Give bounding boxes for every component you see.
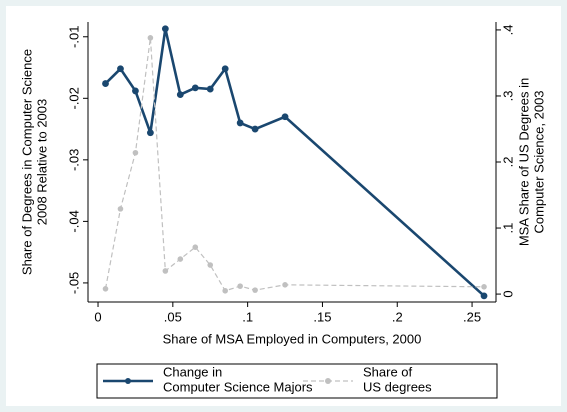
point	[481, 284, 487, 290]
point	[177, 256, 184, 262]
point	[480, 292, 488, 300]
y2-tick-label: .4	[500, 25, 515, 36]
x-tick-label: 0	[94, 309, 101, 324]
y-tick-label: -.03	[66, 149, 81, 171]
x-axis-title: Share of MSA Employed in Computers, 2000	[163, 331, 422, 346]
point	[147, 35, 154, 41]
point	[236, 119, 244, 127]
point	[102, 80, 109, 87]
chart-area	[6, 6, 561, 406]
point	[282, 282, 288, 288]
point	[191, 84, 199, 92]
y-tick-label: -.05	[66, 272, 81, 294]
y-tick-label: -.02	[66, 87, 81, 109]
y-axis-title: Share of Degrees in Computer Science2008…	[20, 49, 50, 275]
point	[176, 91, 184, 99]
point	[206, 85, 214, 93]
point	[237, 283, 243, 289]
y-tick-label: -.01	[66, 26, 81, 48]
legend	[96, 363, 498, 399]
point	[207, 262, 214, 268]
y2-tick-label: .3	[500, 91, 515, 102]
y2-tick-label: .1	[500, 223, 515, 234]
point	[162, 268, 169, 274]
point	[117, 65, 124, 73]
point	[117, 206, 124, 212]
legend-label: Share of US degrees	[363, 365, 432, 395]
point	[221, 65, 229, 73]
y2-axis-title: MSA Share of US Degrees inComputer Scien…	[517, 78, 547, 246]
point	[252, 287, 258, 293]
point	[132, 87, 139, 95]
legend-marker	[125, 378, 131, 384]
x-tick-label: .25	[463, 309, 481, 324]
x-tick-label: .2	[392, 309, 403, 324]
point	[102, 285, 109, 292]
y2-tick-label: .2	[500, 157, 515, 168]
point	[192, 244, 199, 250]
x-tick-label: .1	[242, 309, 253, 324]
legend-marker	[325, 378, 331, 384]
point	[132, 149, 139, 156]
point	[281, 113, 289, 121]
point	[222, 287, 228, 294]
point	[251, 125, 259, 133]
y-tick-label: -.04	[66, 210, 81, 232]
point	[146, 129, 154, 137]
y2-tick-label: 0	[500, 290, 515, 297]
legend-label: Change in Computer Science Majors	[163, 365, 313, 395]
x-tick-label: .05	[164, 309, 182, 324]
point	[161, 25, 169, 33]
x-tick-label: .15	[313, 309, 331, 324]
